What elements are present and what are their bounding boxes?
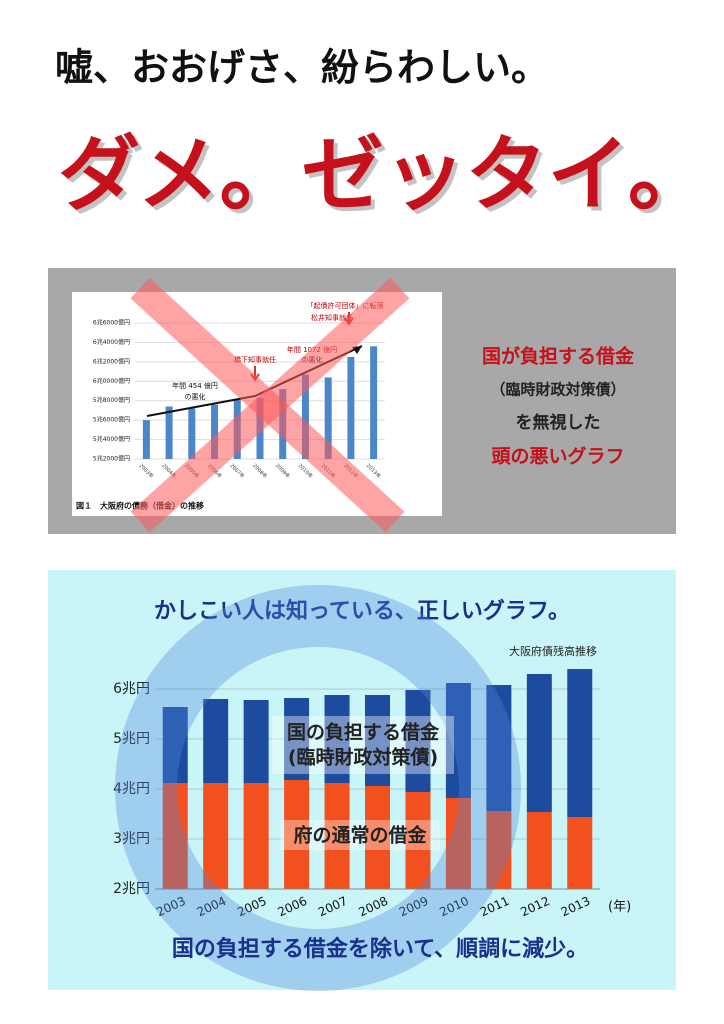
y-tick-label: 6兆4000億円	[93, 338, 130, 346]
bar-segment	[445, 683, 471, 798]
y-tick-label: 5兆6000億円	[93, 416, 130, 424]
y-tick-label: 4兆円	[113, 781, 150, 797]
verdict-line: 国が負担する借金	[482, 345, 635, 368]
chart-subtitle: 大阪府債残高推移	[509, 644, 597, 658]
label-box	[272, 716, 454, 774]
bar-segment	[365, 786, 390, 889]
y-tick-label: 6兆2000億円	[93, 357, 130, 365]
series-label: 国の負担する借金	[287, 721, 440, 744]
annotation: 橋下知事就任	[234, 355, 276, 364]
conclusion: 国の負担する借金を除いて、順調に減少。	[172, 936, 588, 962]
verdict-line: （臨時財政対策債）	[490, 381, 625, 399]
bar-segment	[162, 783, 188, 889]
annotation: 松井知事就任	[311, 313, 353, 322]
bar-segment	[203, 699, 229, 783]
bar	[142, 420, 150, 459]
bar	[301, 374, 309, 459]
cross-stroke	[130, 277, 410, 533]
y-tick-label: 5兆2000億円	[93, 455, 130, 463]
bar-segment	[243, 700, 269, 783]
series-note: (臨時財政対策債)	[288, 746, 438, 769]
x-axis-label: (年)	[608, 900, 631, 915]
y-tick-label: 5兆8000億円	[93, 396, 130, 404]
bar-segment	[405, 792, 431, 889]
bar-segment	[243, 783, 269, 889]
bar-segment	[162, 707, 188, 783]
series-label: 府の通常の借金	[293, 824, 427, 847]
bar	[188, 408, 196, 459]
annotation: の悪化	[185, 392, 206, 401]
bar-segment	[445, 798, 471, 889]
bar-segment	[365, 695, 390, 786]
bar-segment	[324, 783, 350, 889]
annotation: 年間 454 億円	[172, 381, 218, 390]
slogan: ダメ。ゼッタイ。	[58, 127, 710, 222]
bar	[370, 346, 378, 459]
annotation: 「起債許可団体」に転落	[307, 301, 384, 310]
bar	[211, 404, 219, 459]
bar-segment	[526, 674, 552, 812]
y-tick-label: 3兆円	[113, 831, 150, 847]
arrow-head	[352, 346, 362, 354]
bar	[347, 357, 355, 459]
highlight-ring	[115, 585, 521, 991]
bar-segment	[324, 695, 350, 783]
bar-segment	[284, 780, 310, 889]
y-tick-label: 6兆0000億円	[93, 377, 130, 385]
bar	[165, 406, 173, 459]
bar-segment	[486, 685, 512, 811]
y-tick-label: 6兆円	[113, 681, 150, 697]
y-tick-label: 5兆円	[113, 731, 150, 747]
verdict-line: 頭の悪いグラフ	[491, 445, 624, 468]
bar-segment	[567, 817, 593, 889]
chart-title: かしこい人は知っている、正しいグラフ。	[154, 598, 570, 624]
y-tick-label: 2兆円	[113, 881, 150, 897]
headline: 嘘、おおげさ、紛らわしい。	[55, 46, 549, 90]
y-tick-label: 6兆6000億円	[93, 319, 130, 327]
bar-segment	[486, 811, 512, 889]
label-box	[280, 820, 440, 850]
bar-segment	[284, 698, 310, 780]
verdict-line: を無視した	[516, 412, 601, 433]
bar-segment	[405, 690, 431, 792]
bar	[324, 377, 332, 459]
bar-segment	[567, 669, 593, 817]
y-tick-label: 5兆4000億円	[93, 435, 130, 443]
bar-segment	[526, 812, 552, 889]
slogan-shadow: ダメ。ゼッタイ。	[62, 131, 714, 226]
bar-segment	[203, 783, 229, 889]
